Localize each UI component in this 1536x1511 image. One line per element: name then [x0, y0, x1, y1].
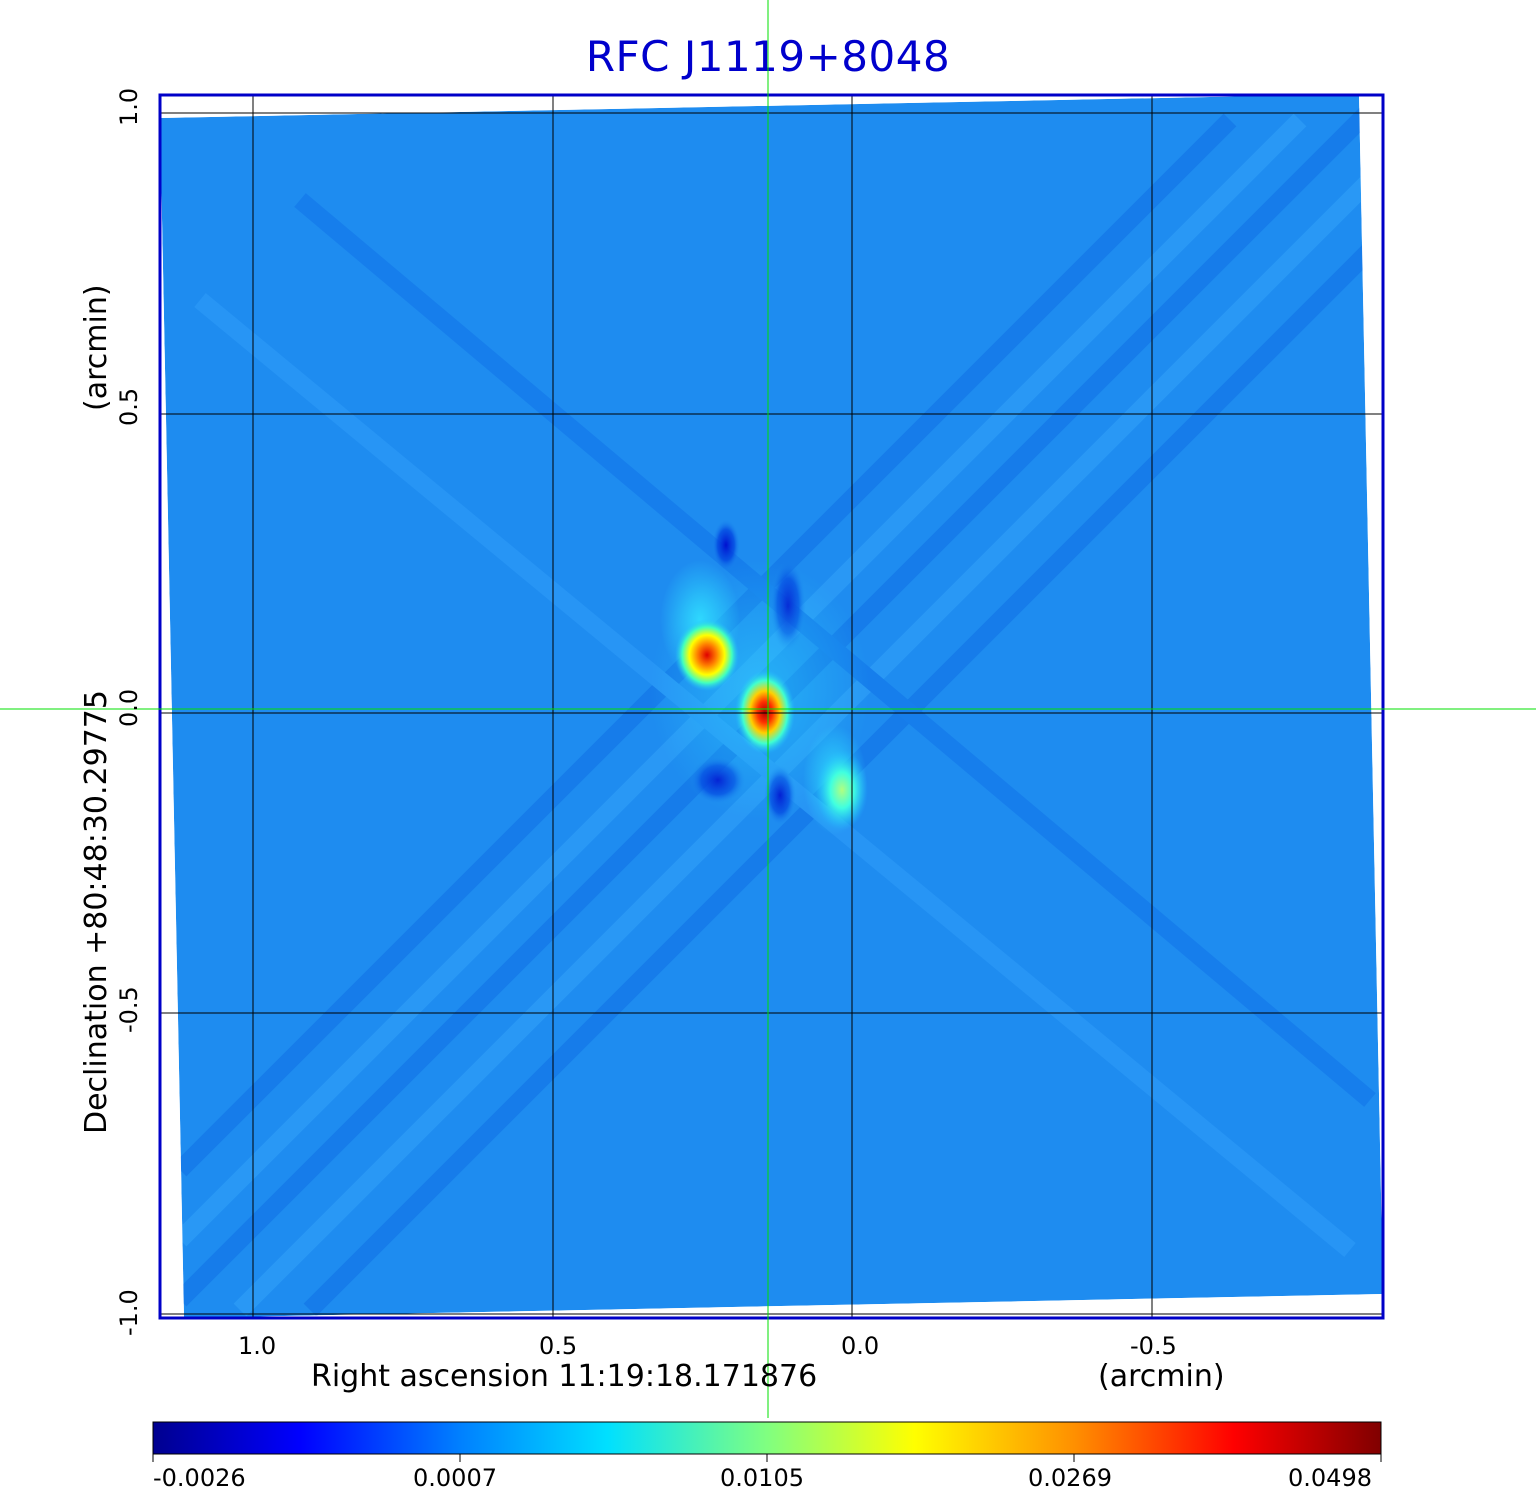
- colorbar-tick-label: 0.0007: [413, 1464, 497, 1492]
- y-tick-label: -0.5: [115, 986, 143, 1033]
- y-axis-label: Declination +80:48:30.29775: [79, 690, 114, 1134]
- y-tick-label: 1.0: [115, 87, 143, 126]
- x-tick-label: 0.5: [539, 1332, 578, 1360]
- colorbar-tick-label: 0.0269: [1028, 1464, 1112, 1492]
- source-component-core: [735, 670, 795, 754]
- x-axis-label: Right ascension 11:19:18.171876: [311, 1359, 818, 1394]
- colorbar-tick-label: -0.0026: [153, 1464, 246, 1492]
- y-tick-label: -1.0: [115, 1289, 143, 1336]
- colorbar-tick-marks: [152, 1454, 1382, 1462]
- crosshair: [0, 0, 1536, 1418]
- colorbar: [152, 1421, 1382, 1455]
- y-tick-label: 0.5: [115, 387, 143, 426]
- x-tick-label: 0.0: [841, 1332, 880, 1360]
- y-tick-label: 0.0: [115, 688, 143, 727]
- source-component-southwest: [816, 750, 868, 830]
- plot-frame: [158, 93, 1385, 1320]
- x-tick-label: -0.5: [1130, 1332, 1177, 1360]
- colorbar-tick-label: 0.0105: [720, 1464, 804, 1492]
- x-axis-unit-label: (arcmin): [1098, 1359, 1225, 1394]
- y-axis-unit-label: (arcmin): [79, 284, 114, 411]
- coordinate-grid: [160, 96, 1383, 1318]
- colorbar-tick-label: 0.0498: [1288, 1464, 1372, 1492]
- source-component-northeast: [675, 619, 739, 691]
- x-tick-label: 1.0: [238, 1332, 277, 1360]
- map-image: [160, 94, 1383, 1318]
